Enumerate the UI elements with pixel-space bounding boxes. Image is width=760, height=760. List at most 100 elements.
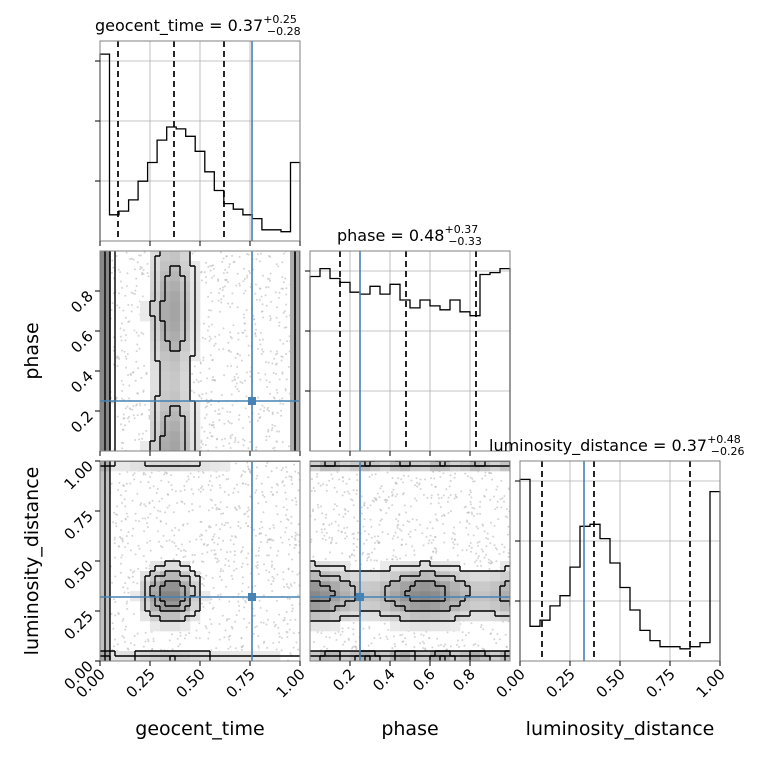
sample-point [200,441,203,444]
sample-point [292,646,295,649]
sample-point [280,414,283,417]
sample-point [246,276,249,279]
sample-point [442,472,445,475]
sample-point [212,267,215,270]
sample-point [112,627,115,630]
sample-point [323,534,326,537]
sample-point [203,271,206,274]
sample-point [229,335,232,338]
sample-point [281,541,284,544]
sample-point [141,412,144,415]
sample-point [493,638,496,641]
sample-point [496,500,499,503]
sample-point [133,268,136,271]
sample-point [172,558,175,561]
sample-point [142,645,145,648]
sample-point [261,338,264,341]
sample-point [155,516,158,519]
sample-point [132,371,135,374]
sample-point [215,476,218,479]
sample-point [124,424,127,427]
density-cell [330,581,341,592]
sample-point [237,524,240,527]
sample-point [200,533,203,536]
sample-point [261,491,264,494]
sample-point [421,532,424,535]
sample-point [377,541,380,544]
sample-point [272,577,275,580]
sample-point [204,337,207,340]
sample-point [125,602,128,605]
sample-point [280,359,283,362]
sample-point [495,560,498,563]
y-tick-label: 0.6 [67,327,97,357]
sample-point [217,278,220,281]
sample-point [229,411,232,414]
sample-point [138,254,141,257]
sample-point [282,619,285,622]
sample-point [246,563,249,566]
sample-point [323,645,326,648]
sample-point [233,378,236,381]
sample-point [116,355,119,358]
sample-point [267,361,270,364]
sample-point [124,582,127,585]
sample-point [131,575,134,578]
sample-point [468,493,471,496]
sample-point [392,535,395,538]
sample-point [488,568,491,571]
sample-point [281,397,284,400]
panel-hist-luminosity_distance [519,461,721,661]
sample-point [201,393,204,396]
sample-point [132,258,135,261]
sample-point [279,339,282,342]
density-cell [170,351,181,362]
sample-point [188,540,191,543]
sample-point [292,632,295,635]
sample-point [321,537,324,540]
sample-point [202,359,205,362]
sample-point [394,645,397,648]
sample-point [413,549,416,552]
sample-point [361,506,364,509]
sample-point [261,494,264,497]
sample-point [128,577,131,580]
sample-point [227,420,230,423]
sample-point [288,587,291,590]
sample-point [206,329,209,332]
sample-point [464,634,467,637]
density-cell [160,371,171,382]
sample-point [210,649,213,652]
sample-point [320,528,323,531]
sample-point [275,263,278,266]
sample-point [130,257,133,260]
sample-point [275,648,278,651]
sample-point [467,631,470,634]
sample-point [200,439,203,442]
density-cell [310,591,321,602]
sample-point [146,541,149,544]
sample-point [200,270,203,273]
sample-point [183,502,186,505]
sample-point [287,538,290,541]
sample-point [206,551,209,554]
sample-point [379,487,382,490]
sample-point [443,514,446,517]
sample-point [386,471,389,474]
sample-point [141,437,144,440]
sample-point [283,616,286,619]
sample-point [343,491,346,494]
density-cell [160,351,171,362]
sample-point [223,524,226,527]
sample-point [370,525,373,528]
density-cell [310,621,321,632]
density-cell [320,611,331,622]
sample-point [199,371,202,374]
sample-point [142,268,145,271]
sample-point [474,642,477,645]
sample-point [241,382,244,385]
sample-point [323,528,326,531]
sample-point [110,612,113,615]
sample-point [122,636,125,639]
sample-point [449,494,452,497]
